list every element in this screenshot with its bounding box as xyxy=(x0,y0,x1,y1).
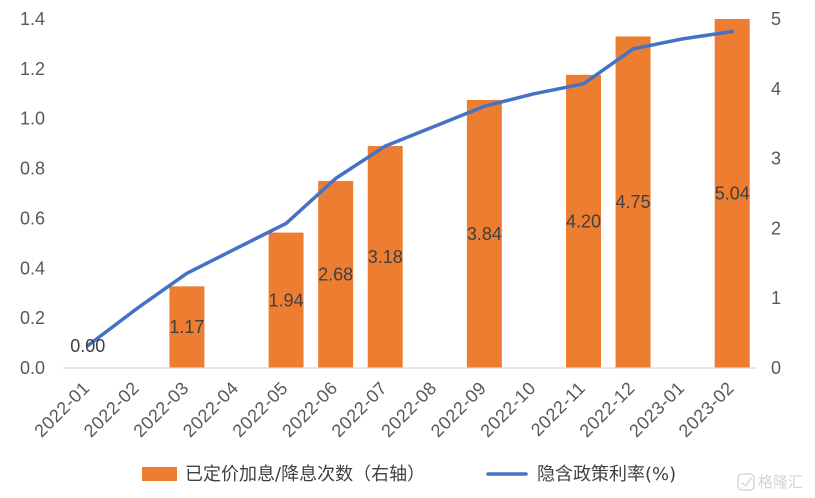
right-axis-tick-label: 2 xyxy=(771,218,781,238)
bar-2022-03 xyxy=(169,286,205,368)
bar-data-label-2022-12: 4.75 xyxy=(616,192,651,212)
bar-data-label-2022-05: 1.94 xyxy=(269,290,304,310)
legend-label-bars: 已定价加息/降息次数（右轴） xyxy=(185,464,425,485)
watermark-text: 格隆汇 xyxy=(758,473,803,491)
data-labels-layer: 0.00 1.17 1.94 2.68 3.18 3.84 4.20 4.75 5.04 xyxy=(70,184,749,357)
line-point-2022-04 xyxy=(235,246,238,250)
legend-item-bars: 已定价加息/降息次数（右轴） xyxy=(142,464,425,485)
x-axis-tick-label: 2022-10 xyxy=(476,378,539,441)
line-point-2022-10 xyxy=(532,92,536,96)
line-point-2023-02 xyxy=(730,29,734,33)
bar-data-label-2022-09: 3.84 xyxy=(467,224,502,244)
legend: 已定价加息/降息次数（右轴） 隐含政策利率(%) xyxy=(142,464,676,485)
bar-2022-11 xyxy=(566,74,601,368)
bar-2022-05 xyxy=(268,232,304,368)
line-point-2022-12 xyxy=(631,47,635,51)
bar-data-label-2022-06: 2.68 xyxy=(318,264,353,284)
left-axis: 0.0 0.2 0.4 0.6 0.8 1.0 1.2 1.4 xyxy=(20,9,45,378)
bar-data-label-2022-11: 4.20 xyxy=(566,211,601,231)
line-point-2022-01 xyxy=(86,344,90,348)
watermark: 格隆汇 xyxy=(737,473,803,491)
left-axis-tick-label: 0.2 xyxy=(20,308,45,328)
line-point-2022-06 xyxy=(334,177,338,181)
left-axis-tick-label: 0.8 xyxy=(20,159,45,179)
line-series-layer xyxy=(86,29,734,348)
bar-data-label-2022-03: 1.17 xyxy=(169,317,204,337)
left-axis-tick-label: 1.0 xyxy=(20,109,45,129)
left-axis-tick-label: 1.4 xyxy=(20,9,45,29)
line-point-2022-02 xyxy=(135,306,139,310)
left-axis-tick-label: 0.0 xyxy=(20,358,45,378)
line-point-2022-09 xyxy=(482,104,486,108)
line-point-2022-11 xyxy=(582,82,585,86)
left-axis-tick-label: 1.2 xyxy=(20,59,45,79)
left-axis-tick-label: 0.4 xyxy=(20,258,45,278)
x-axis-tick-label: 2023-02 xyxy=(675,378,738,441)
watermark-logo-icon xyxy=(737,473,755,491)
left-axis-tick-label: 0.6 xyxy=(20,208,45,228)
line-point-2022-05 xyxy=(284,221,288,225)
right-axis-tick-label: 3 xyxy=(771,149,781,169)
bar-2022-09 xyxy=(466,99,502,368)
right-axis-tick-label: 4 xyxy=(771,79,781,99)
bar-data-label-2022-01: 0.00 xyxy=(70,336,105,356)
legend-item-line: 隐含政策利率(%) xyxy=(486,464,676,485)
bar-2022-12 xyxy=(615,36,651,368)
bar-2023-02 xyxy=(714,19,750,368)
line-implied-policy-rate xyxy=(86,29,734,348)
bar-series-layer xyxy=(169,19,750,368)
right-axis-tick-label: 5 xyxy=(771,9,781,29)
right-axis: 0 1 2 3 4 5 xyxy=(771,9,781,378)
legend-swatch-orange xyxy=(142,467,177,481)
right-axis-tick-label: 1 xyxy=(771,288,781,308)
bar-2022-07 xyxy=(367,146,403,368)
line-point-2022-07 xyxy=(383,144,387,148)
line-point-2022-03 xyxy=(185,271,189,275)
right-axis-tick-label: 0 xyxy=(771,358,781,378)
line-point-2022-08 xyxy=(433,124,437,128)
bar-data-label-2022-07: 3.18 xyxy=(368,247,403,267)
x-axis: 2022-012022-022022-032022-042022-052022-… xyxy=(30,378,738,441)
bar-data-label-2023-02: 5.04 xyxy=(715,184,750,204)
legend-label-line: 隐含政策利率(%) xyxy=(537,464,676,485)
line-point-2023-01 xyxy=(681,37,685,41)
bar-2022-06 xyxy=(318,180,354,368)
